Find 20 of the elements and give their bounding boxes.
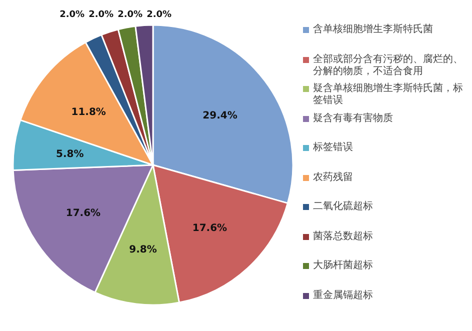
- data-label: 9.8%: [129, 244, 157, 256]
- legend-label: 重金属镉超标: [313, 290, 373, 302]
- legend-label: 二氧化硫超标: [313, 201, 373, 213]
- legend-label: 菌落总数超标: [313, 230, 373, 242]
- data-label: 17.6%: [66, 208, 101, 219]
- data-label: 29.4%: [202, 110, 238, 122]
- legend-label: 含单核细胞增生李斯特氏菌: [313, 24, 433, 36]
- legend-label: 疑含有毒有害物质: [313, 112, 393, 124]
- data-label: 11.8%: [71, 107, 106, 118]
- data-label: 2.0%: [118, 10, 143, 20]
- legend-label: 全部或部分含有污秽的、腐烂的、分解的物质，不适合食用: [313, 54, 464, 78]
- data-label: 5.8%: [56, 148, 84, 160]
- data-label: 2.0%: [146, 10, 172, 20]
- legend-label: 疑含单核细胞增生李斯特氏菌，标签错误: [313, 83, 464, 107]
- legend-label: 大肠杆菌超标: [313, 260, 373, 272]
- legend-label: 农药残留: [313, 172, 353, 184]
- data-label: 2.0%: [88, 10, 114, 20]
- legend-label: 标签错误: [313, 142, 353, 154]
- data-label: 17.6%: [192, 222, 228, 234]
- data-label: 2.0%: [60, 10, 85, 20]
